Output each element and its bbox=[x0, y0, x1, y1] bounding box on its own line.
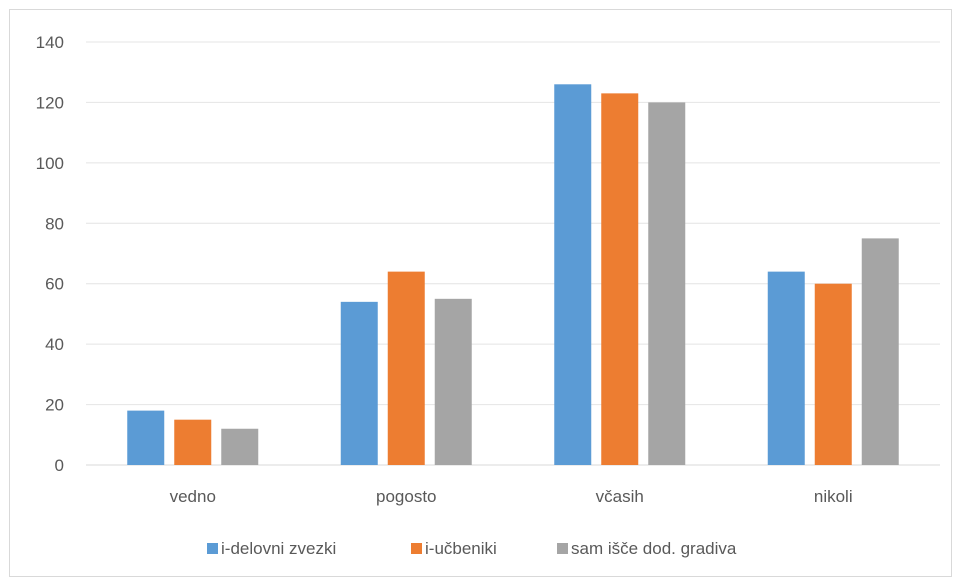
bar-včasih-1 bbox=[554, 84, 592, 466]
bar-nikoli-3 bbox=[861, 238, 899, 465]
bar-včasih-2 bbox=[601, 93, 639, 465]
bar-nikoli-2 bbox=[814, 283, 852, 465]
bar-vedno-3 bbox=[221, 428, 259, 465]
legend-swatch bbox=[411, 543, 422, 554]
y-tick-label: 140 bbox=[36, 33, 64, 52]
x-category-label: nikoli bbox=[814, 487, 853, 506]
bar-pogosto-2 bbox=[387, 271, 425, 465]
bar-nikoli-1 bbox=[767, 271, 805, 465]
bar-včasih-3 bbox=[648, 102, 686, 465]
y-tick-label: 100 bbox=[36, 154, 64, 173]
bar-vedno-1 bbox=[127, 410, 165, 465]
legend-label: sam išče dod. gradiva bbox=[571, 539, 737, 558]
y-tick-label: 40 bbox=[45, 335, 64, 354]
legend-item: i-učbeniki bbox=[411, 539, 497, 558]
gridlines bbox=[86, 41, 940, 466]
y-tick-label: 80 bbox=[45, 214, 64, 233]
legend-label: i-delovni zvezki bbox=[221, 539, 336, 558]
bar-pogosto-3 bbox=[434, 298, 472, 465]
bars bbox=[127, 84, 899, 466]
x-category-label: včasih bbox=[596, 487, 644, 506]
legend-item: sam išče dod. gradiva bbox=[557, 539, 737, 558]
y-tick-label: 60 bbox=[45, 275, 64, 294]
legend-item: i-delovni zvezki bbox=[207, 539, 336, 558]
x-axis-categories: vedno pogosto včasih nikoli bbox=[170, 487, 853, 506]
legend: i-delovni zvezki i-učbeniki sam išče dod. … bbox=[207, 539, 737, 558]
bar-pogosto-1 bbox=[340, 301, 378, 465]
x-category-label: pogosto bbox=[376, 487, 437, 506]
y-axis-ticks: 0 20 40 60 80 100 120 140 bbox=[36, 33, 64, 475]
y-tick-label: 0 bbox=[55, 456, 64, 475]
bar-vedno-2 bbox=[174, 419, 212, 465]
legend-label: i-učbeniki bbox=[425, 539, 497, 558]
legend-swatch bbox=[207, 543, 218, 554]
legend-swatch bbox=[557, 543, 568, 554]
y-tick-label: 20 bbox=[45, 396, 64, 415]
x-category-label: vedno bbox=[170, 487, 216, 506]
y-tick-label: 120 bbox=[36, 93, 64, 112]
